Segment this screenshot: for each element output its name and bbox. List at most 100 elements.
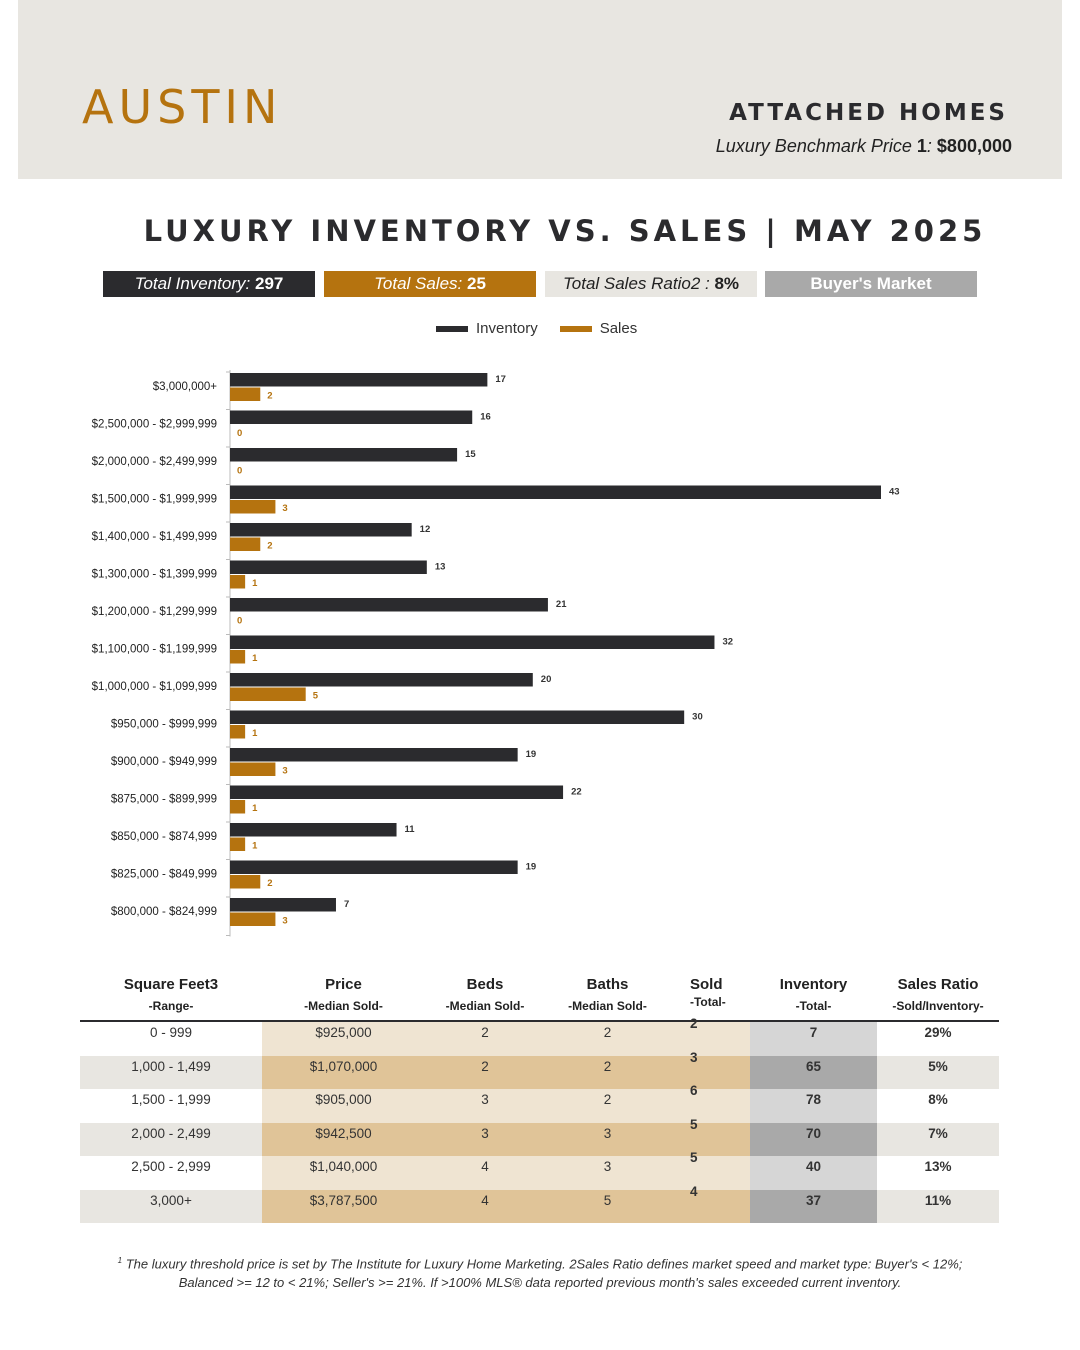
table-cell-bg: [670, 1189, 750, 1223]
sales-bar: [230, 837, 246, 851]
sales-bar: [230, 387, 261, 401]
table-cell: 40: [805, 1159, 822, 1174]
y-tick-label: $2,000,000 - $2,499,999: [92, 456, 217, 468]
y-tick-label: $1,100,000 - $1,199,999: [92, 644, 217, 656]
header-banner: AUSTIN ATTACHED HOMES Luxury Benchmark P…: [18, 0, 1062, 179]
table-cell: 4: [690, 1183, 698, 1199]
table-cell: 4: [481, 1192, 489, 1208]
table-cell-bg: [750, 1055, 877, 1089]
inventory-bar: [230, 710, 685, 724]
table-cell: $942,500: [315, 1125, 372, 1141]
table-cell: 65: [805, 1058, 822, 1074]
table-cell-bg: [425, 1089, 545, 1123]
table-cell-bg: [545, 1089, 670, 1123]
table-cell: 3,000+: [150, 1192, 192, 1208]
table-cell: $925,000: [315, 1025, 372, 1040]
benchmark-label: Luxury Benchmark Price: [715, 136, 912, 156]
table-header-cell: Baths -Median Sold-: [545, 976, 670, 1013]
table-header-subtitle: -Total-: [795, 999, 832, 1013]
y-tick-label: $825,000 - $849,999: [111, 869, 217, 881]
y-tick-label: $1,300,000 - $1,399,999: [92, 569, 217, 581]
inventory-data-label: 19: [526, 749, 537, 760]
inventory-data-label: 43: [889, 487, 900, 498]
table-header-cell: Square Feet3 -Range-: [80, 976, 262, 1013]
inventory-bar: [230, 448, 458, 462]
table-cell: 11%: [924, 1192, 952, 1208]
table-header-subtitle: -Median Sold-: [568, 999, 647, 1013]
table-cell-bg: [670, 1156, 750, 1190]
table-cell-bg: [262, 1089, 425, 1123]
footnote-sup: 1: [117, 1256, 123, 1265]
sales-bar: [230, 650, 246, 664]
table-cell-bg: [670, 1022, 750, 1056]
table-cell: 3: [481, 1125, 489, 1141]
sales-data-label: 1: [252, 653, 258, 664]
y-tick-label: $1,400,000 - $1,499,999: [92, 531, 217, 543]
benchmark-sep: :: [926, 136, 932, 156]
inventory-bar: [230, 485, 881, 499]
inventory-data-label: 30: [692, 712, 703, 723]
table-cell: 5: [690, 1150, 698, 1165]
table-cell-bg: [877, 1122, 999, 1156]
inventory-bar: [230, 635, 715, 649]
table-cell-bg: [750, 1189, 877, 1223]
sales-data-label: 0: [237, 616, 242, 627]
table-cell: 7: [809, 1025, 818, 1040]
table-cell: $1,040,000: [309, 1159, 378, 1174]
inventory-bar: [230, 560, 427, 574]
table-cell: 8%: [928, 1092, 948, 1107]
legend-label-sales: Sales: [599, 320, 638, 337]
footnote-line-2: Balanced >= 12 to < 21%; Seller's >= 21%…: [178, 1275, 902, 1291]
table-cell-bg: [877, 1189, 999, 1223]
table-cell: 13%: [924, 1159, 952, 1174]
y-tick-label: $2,500,000 - $2,999,999: [92, 419, 217, 431]
y-tick-label: $1,500,000 - $1,999,999: [92, 494, 217, 506]
sales-bar: [230, 575, 246, 589]
y-tick-label: $1,200,000 - $1,299,999: [92, 606, 217, 618]
home-type: ATTACHED HOMES: [729, 100, 1008, 126]
inventory-data-label: 12: [420, 524, 431, 535]
y-tick-label: $800,000 - $824,999: [111, 906, 217, 918]
inventory-bar: [230, 823, 397, 837]
inventory-bar: [230, 673, 533, 687]
table-cell: 2: [603, 1092, 612, 1107]
total-inventory-value: 297: [254, 274, 284, 293]
table-cell: 2: [603, 1058, 612, 1074]
sales-data-label: 1: [252, 728, 258, 739]
table-cell-bg: [545, 1189, 670, 1223]
table-header-subtitle: -Range-: [148, 999, 194, 1013]
table-cell: 2: [690, 1016, 698, 1031]
table-header-cell: Sold -Total-: [660, 976, 750, 1009]
table-header-title: Square Feet3: [123, 976, 219, 993]
legend-swatch-inventory: [436, 325, 468, 332]
inventory-data-label: 15: [465, 449, 476, 460]
table-cell-bg: [750, 1022, 877, 1056]
table-cell: 2: [481, 1025, 489, 1040]
y-tick-label: $3,000,000+: [153, 381, 218, 393]
table-cell-bg: [750, 1089, 877, 1123]
inventory-data-label: 7: [344, 899, 349, 910]
table-cell: 7%: [928, 1125, 948, 1141]
y-tick-label: $875,000 - $899,999: [111, 794, 217, 806]
table-cell-bg: [425, 1189, 545, 1223]
table-cell: 29%: [924, 1025, 952, 1040]
table-cell: 5%: [928, 1058, 948, 1074]
table-cell: 3: [603, 1159, 612, 1174]
footnote: 1 The luxury threshold price is set by T…: [90, 1251, 990, 1292]
market-type-badge: Buyer's Market: [765, 271, 977, 297]
table-header-title: Price: [325, 976, 362, 993]
sales-bar: [230, 537, 261, 551]
table-cell: 1,000 - 1,499: [131, 1058, 211, 1074]
table-header-cell: Inventory -Total-: [750, 976, 877, 1013]
table-cell: 2: [603, 1025, 612, 1040]
table-cell-bg: [545, 1055, 670, 1089]
legend-item-inventory: Inventory: [436, 320, 538, 337]
table-header-title: Inventory: [779, 976, 848, 993]
sales-bar: [230, 725, 246, 739]
inventory-sales-bar-chart: $3,000,000+172$2,500,000 - $2,999,999160…: [92, 370, 900, 937]
y-tick-label: $1,000,000 - $1,099,999: [92, 681, 217, 693]
inventory-data-label: 11: [405, 824, 416, 835]
legend-label-inventory: Inventory: [476, 320, 538, 337]
legend-item-sales: Sales: [559, 320, 638, 337]
table-cell: 5: [690, 1116, 698, 1132]
